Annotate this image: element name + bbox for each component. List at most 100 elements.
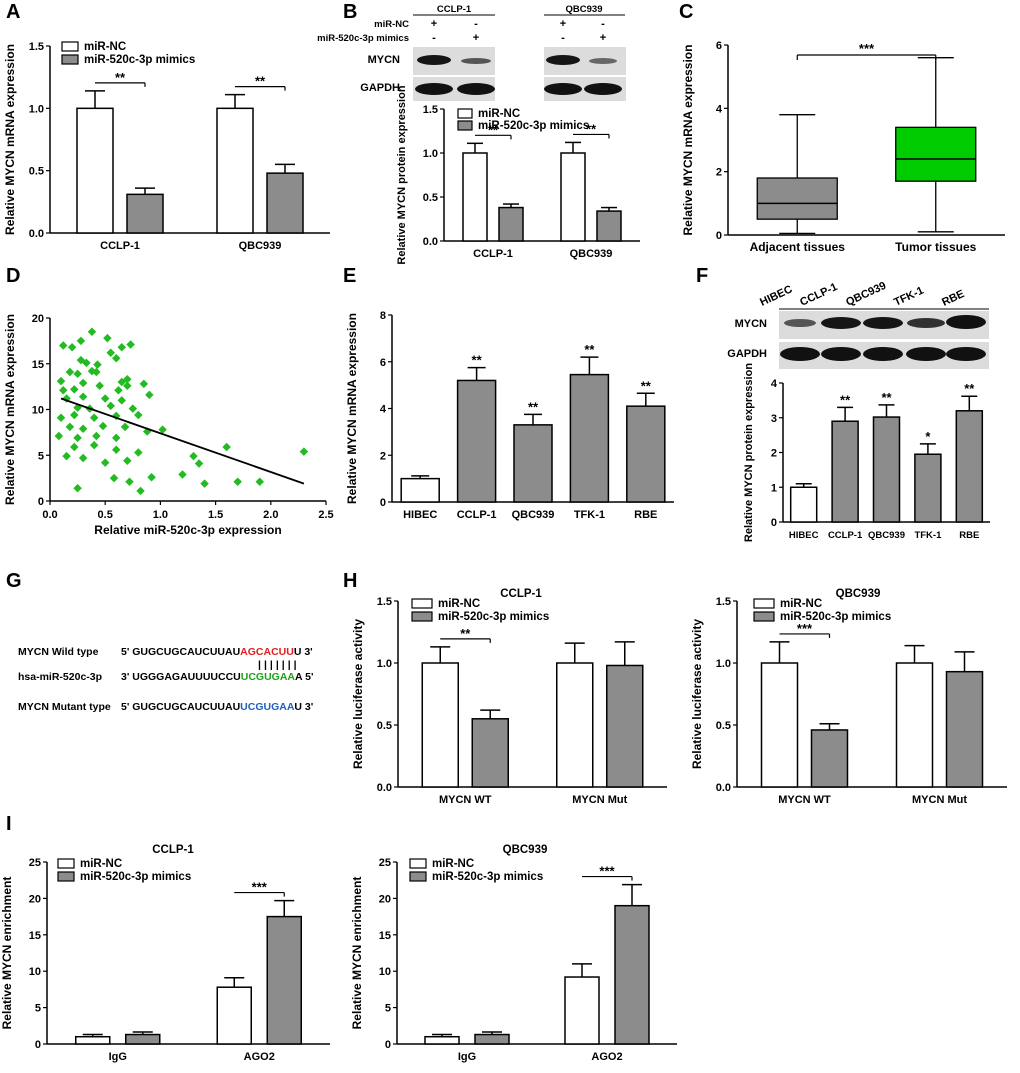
bar bbox=[462, 152, 488, 242]
blot-band bbox=[863, 317, 903, 329]
y-axis-title: Relative MYCN enrichment bbox=[0, 877, 14, 1030]
bar bbox=[945, 670, 984, 788]
scatter-point bbox=[125, 477, 134, 487]
x-tick-label: IgG bbox=[458, 1051, 476, 1063]
scatter-point bbox=[123, 375, 132, 384]
x-tick-label: TFK-1 bbox=[574, 509, 605, 521]
significance-label: ** bbox=[460, 626, 471, 641]
y-tick-label: 20 bbox=[32, 313, 44, 325]
significance-label: *** bbox=[252, 880, 268, 895]
scatter-point bbox=[136, 486, 145, 496]
legend-label: miR-520c-3p mimics bbox=[478, 120, 589, 132]
bar bbox=[955, 410, 984, 523]
y-tick-label: 2 bbox=[771, 448, 777, 460]
x-tick-label: Adjacent tissues bbox=[750, 240, 846, 254]
sequence-suffix: U 3' bbox=[294, 646, 313, 658]
blot-band bbox=[461, 58, 491, 64]
bar bbox=[556, 662, 594, 788]
scatter-point bbox=[139, 379, 149, 389]
y-tick-label: 10 bbox=[379, 966, 391, 978]
panel-label-a: A bbox=[6, 1, 20, 23]
y-tick-label: 5 bbox=[38, 450, 44, 462]
scatter-point bbox=[78, 378, 88, 388]
x-tick-label: CCLP-1 bbox=[828, 530, 863, 541]
blot-b-sign: + bbox=[560, 18, 566, 30]
x-tick-label: QBC939 bbox=[239, 240, 282, 252]
x-tick-label: MYCN WT bbox=[778, 794, 831, 806]
sequence-mirna: 3' UGGGAGAUUUUCCUUCGUGAAA 5' bbox=[121, 671, 313, 683]
bar bbox=[216, 986, 252, 1045]
y-tick-label: 0.0 bbox=[423, 236, 438, 248]
legend-swatch bbox=[409, 858, 427, 869]
chart-a: 0.0 0.5 1.0 1.5 Relative MYCN mRNA expressio… bbox=[3, 41, 330, 252]
scatter-point bbox=[147, 472, 156, 482]
y-tick-label: 10 bbox=[32, 405, 44, 417]
y-axis-title: Relative MYCN mRNA expression bbox=[3, 314, 17, 505]
scatter-point bbox=[134, 448, 143, 457]
blot-band bbox=[584, 83, 622, 95]
scatter-point bbox=[95, 381, 104, 390]
blot-f-lane-label: RBE bbox=[940, 288, 966, 309]
bar bbox=[474, 1033, 510, 1045]
sequence-suffix: A 5' bbox=[295, 671, 313, 683]
bar bbox=[125, 1033, 161, 1045]
sequence-prefix: 3' UGGGAGAUUUUCCU bbox=[121, 671, 241, 683]
scatter-point bbox=[78, 392, 88, 401]
y-tick-label: 0.5 bbox=[716, 720, 731, 732]
scatter-point bbox=[73, 433, 82, 443]
chart-title: QBC939 bbox=[503, 844, 548, 856]
scatter-point bbox=[62, 451, 71, 461]
panel-label-c: C bbox=[679, 1, 693, 23]
bar bbox=[895, 662, 934, 788]
blot-f-lane-label: QBC939 bbox=[844, 280, 888, 309]
legend-swatch bbox=[457, 120, 473, 131]
x-tick-label: Tumor tissues bbox=[895, 240, 976, 254]
chart-i-qbc939: 0 5 10 15 20 25 Relative MYCN enrichment IgG AGO… bbox=[350, 844, 677, 1063]
y-tick-label: 2 bbox=[380, 450, 386, 462]
scatter-point bbox=[78, 453, 88, 463]
panel-label-e: E bbox=[343, 265, 356, 287]
x-tick-label: HIBEC bbox=[403, 509, 437, 521]
significance-label: ** bbox=[528, 399, 539, 414]
scatter-point bbox=[111, 445, 121, 455]
scatter-point bbox=[134, 410, 143, 420]
y-tick-label: 1.0 bbox=[423, 148, 438, 160]
x-tick-label: AGO2 bbox=[591, 1051, 622, 1063]
chart-i-cclp1: 0 5 10 15 20 25 Relative MYCN enrichment IgG AGO… bbox=[0, 844, 330, 1063]
y-tick-label: 0 bbox=[716, 230, 722, 242]
blot-band bbox=[415, 83, 453, 95]
bar bbox=[760, 662, 799, 788]
y-tick-label: 0.5 bbox=[377, 720, 392, 732]
y-tick-label: 1.5 bbox=[716, 596, 731, 608]
scatter-point bbox=[117, 343, 127, 352]
y-tick-label: 2 bbox=[716, 167, 722, 179]
regression-line bbox=[60, 397, 305, 485]
blot-band bbox=[821, 347, 861, 361]
blot-band bbox=[821, 317, 861, 329]
western-blot-b: CCLP-1 QBC939 miR-NC miR-520c-3p mimics … bbox=[317, 4, 626, 101]
blot-b-group-label: QBC939 bbox=[566, 4, 603, 15]
scatter-point bbox=[70, 385, 79, 394]
x-tick-label: 1.0 bbox=[153, 509, 168, 521]
sequence-label: hsa-miR-520c-3p bbox=[18, 671, 102, 683]
y-tick-label: 15 bbox=[29, 930, 41, 942]
legend-label: miR-NC bbox=[438, 598, 480, 610]
scatter-point bbox=[200, 479, 209, 488]
sequence-seed-blue: UCGUGAA bbox=[240, 701, 295, 713]
y-tick-label: 0 bbox=[38, 496, 44, 508]
y-tick-label: 0 bbox=[35, 1039, 41, 1051]
legend-swatch bbox=[57, 871, 75, 882]
blot-band bbox=[544, 83, 582, 95]
chart-title: CCLP-1 bbox=[500, 588, 542, 600]
significance-label: *** bbox=[859, 41, 875, 56]
scatter-point bbox=[100, 458, 110, 467]
x-tick-label: MYCN Mut bbox=[912, 794, 967, 806]
legend-label: miR-NC bbox=[780, 598, 822, 610]
scatter-point bbox=[56, 376, 66, 386]
blot-band bbox=[780, 347, 820, 361]
x-tick-label: RBE bbox=[634, 509, 657, 521]
sequence-prefix: 5' GUGCUGCAUCUUAU bbox=[121, 701, 240, 713]
sequence-alignment: MYCN Wild type hsa-miR-520c-3p MYCN Muta… bbox=[18, 646, 313, 713]
blot-b-band-label: MYCN bbox=[368, 54, 400, 66]
legend-label: miR-NC bbox=[478, 108, 520, 120]
